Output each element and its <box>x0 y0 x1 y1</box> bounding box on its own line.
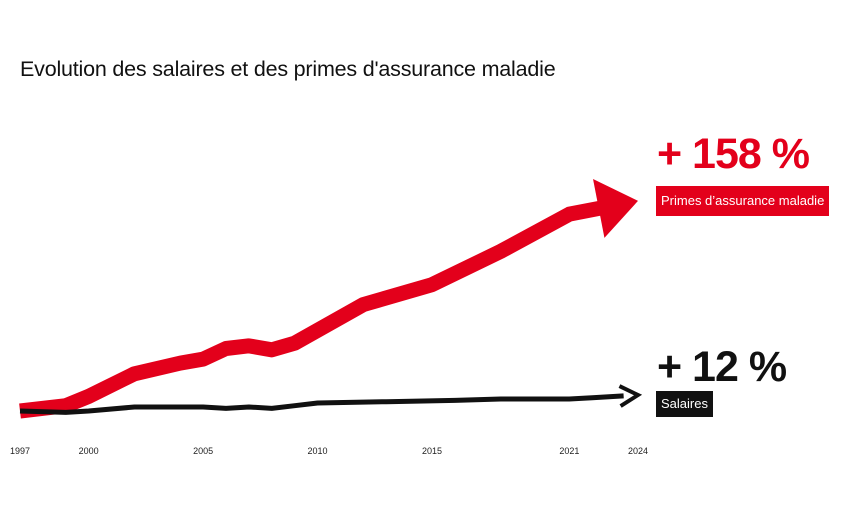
chart-title: Evolution des salaires et des primes d'a… <box>20 57 556 81</box>
x-tick-label: 1997 <box>9 446 31 456</box>
series-line-salaires <box>19 393 624 415</box>
x-tick-label: 2024 <box>627 446 649 456</box>
salaires-change-label: + 12 % <box>657 343 787 391</box>
series-line-primes <box>19 199 609 419</box>
x-tick-label: 2000 <box>78 446 99 456</box>
salaires-legend-tag: Salaires <box>656 391 713 417</box>
series-layer <box>19 179 643 419</box>
x-tick-label: 2005 <box>193 446 214 456</box>
primes-change-label: + 158 % <box>657 130 810 178</box>
x-tick-label: 2010 <box>307 446 328 456</box>
salaires-arrow-head <box>618 384 643 408</box>
primes-legend-tag: Primes d’assurance maladie <box>656 186 830 216</box>
x-tick-label: 2021 <box>559 446 580 456</box>
x-tick-label: 2015 <box>421 446 443 456</box>
primes-arrow-head <box>593 179 638 238</box>
